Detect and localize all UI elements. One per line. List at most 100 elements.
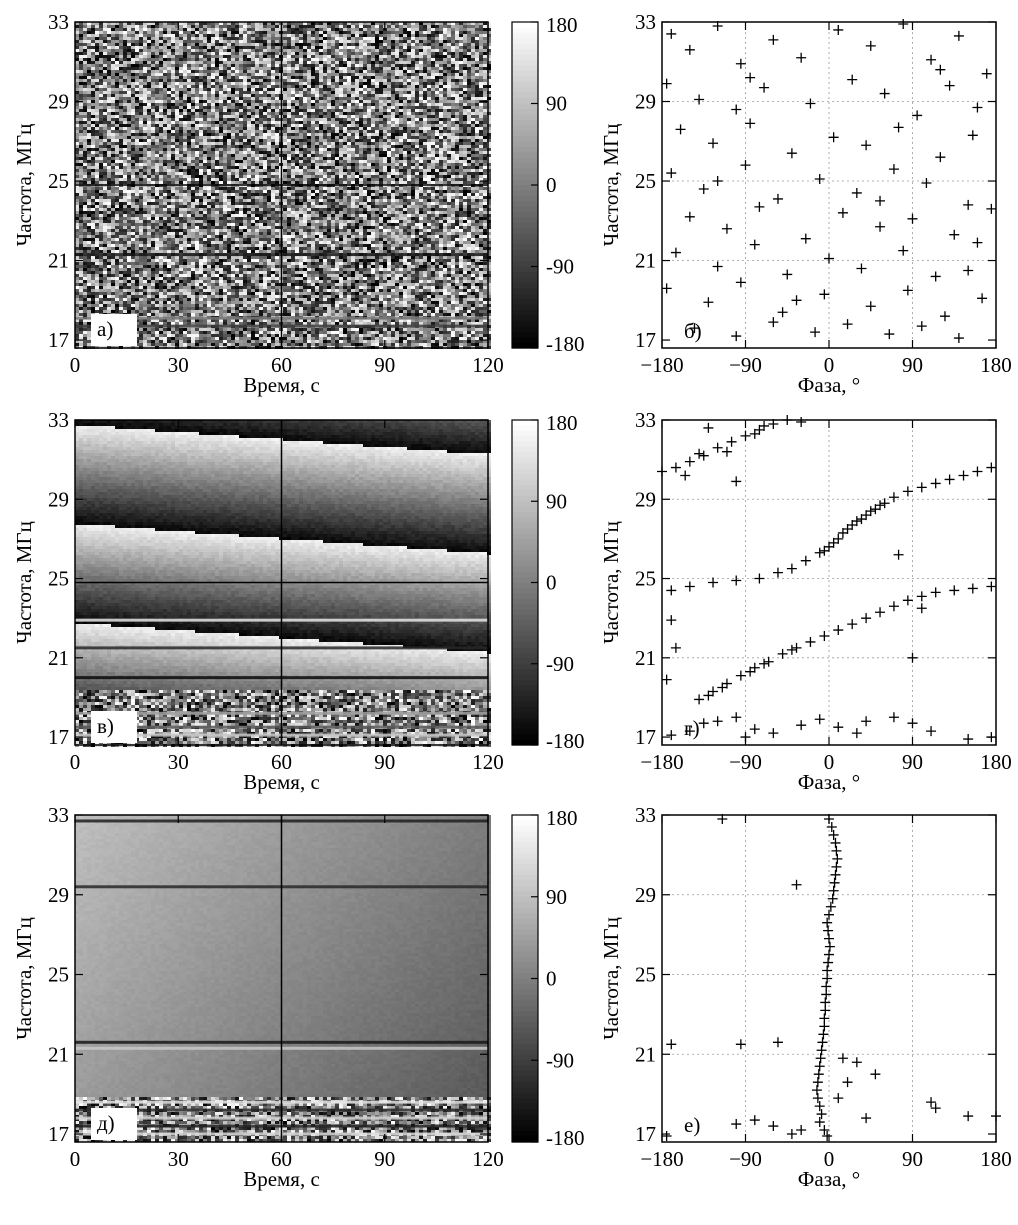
heatmap-cell bbox=[155, 151, 159, 154]
heatmap-cell bbox=[111, 43, 115, 46]
heatmap-cell bbox=[375, 148, 379, 151]
heatmap-cell bbox=[263, 46, 267, 49]
heatmap-cell bbox=[175, 100, 179, 103]
heatmap-cell bbox=[299, 100, 303, 103]
heatmap-cell bbox=[155, 55, 159, 58]
heatmap-cell bbox=[147, 46, 151, 49]
heatmap-cell bbox=[367, 136, 371, 139]
heatmap-cell bbox=[359, 31, 363, 34]
heatmap-cell bbox=[227, 130, 231, 133]
heatmap-cell bbox=[183, 94, 187, 97]
heatmap-cell bbox=[195, 58, 199, 61]
heatmap-cell bbox=[107, 160, 111, 163]
heatmap-cell bbox=[235, 154, 239, 157]
heatmap-cell bbox=[83, 103, 87, 106]
heatmap-cell bbox=[295, 133, 299, 136]
heatmap-cell bbox=[247, 160, 251, 163]
heatmap-cell bbox=[167, 58, 171, 61]
heatmap-cell bbox=[303, 52, 307, 55]
heatmap-cell bbox=[223, 154, 227, 157]
heatmap-cell bbox=[95, 46, 99, 49]
heatmap-cell bbox=[367, 76, 371, 79]
heatmap-cell bbox=[263, 103, 267, 106]
heatmap-cell bbox=[175, 121, 179, 124]
heatmap-cell bbox=[227, 73, 231, 76]
heatmap-cell bbox=[183, 40, 187, 43]
heatmap-cell bbox=[207, 127, 211, 130]
heatmap-cell bbox=[331, 148, 335, 151]
heatmap-cell bbox=[219, 109, 223, 112]
heatmap-cell bbox=[439, 109, 443, 112]
heatmap-cell bbox=[255, 43, 259, 46]
heatmap-cell bbox=[115, 154, 119, 157]
heatmap-cell bbox=[443, 115, 447, 118]
heatmap-cell bbox=[451, 58, 455, 61]
heatmap-cell bbox=[287, 28, 291, 31]
heatmap-cell bbox=[311, 133, 315, 136]
heatmap-cell bbox=[419, 151, 423, 154]
heatmap-cell bbox=[155, 31, 159, 34]
heatmap-cell bbox=[347, 100, 351, 103]
heatmap-cell bbox=[295, 103, 299, 106]
heatmap-cell bbox=[415, 154, 419, 157]
heatmap-cell bbox=[195, 142, 199, 145]
heatmap-cell bbox=[303, 40, 307, 43]
heatmap-cell bbox=[427, 25, 431, 28]
heatmap-cell bbox=[191, 88, 195, 91]
heatmap-cell bbox=[371, 133, 375, 136]
heatmap-cell bbox=[303, 31, 307, 34]
heatmap-cell bbox=[183, 49, 187, 52]
heatmap-cell bbox=[447, 151, 451, 154]
heatmap-cell bbox=[267, 100, 271, 103]
heatmap-cell bbox=[91, 130, 95, 133]
heatmap-cell bbox=[399, 130, 403, 133]
heatmap-cell bbox=[143, 40, 147, 43]
heatmap-cell bbox=[331, 91, 335, 94]
heatmap-cell bbox=[239, 160, 243, 163]
heatmap-cell bbox=[331, 97, 335, 100]
heatmap-cell bbox=[227, 139, 231, 142]
heatmap-cell bbox=[151, 88, 155, 91]
heatmap-cell bbox=[183, 88, 187, 91]
heatmap-cell bbox=[479, 163, 483, 166]
heatmap-cell bbox=[147, 34, 151, 37]
heatmap-cell bbox=[471, 67, 475, 70]
heatmap-cell bbox=[143, 121, 147, 124]
heatmap-cell bbox=[131, 160, 135, 163]
heatmap-cell bbox=[363, 67, 367, 70]
heatmap-cell bbox=[287, 145, 291, 148]
heatmap-cell bbox=[455, 55, 459, 58]
heatmap-cell bbox=[267, 88, 271, 91]
heatmap-cell bbox=[103, 58, 107, 61]
heatmap-cell bbox=[187, 37, 191, 40]
heatmap-cell bbox=[231, 40, 235, 43]
heatmap-cell bbox=[459, 88, 463, 91]
heatmap-cell bbox=[291, 100, 295, 103]
heatmap-cell bbox=[439, 127, 443, 130]
heatmap-cell bbox=[387, 43, 391, 46]
heatmap-cell bbox=[443, 70, 447, 73]
heatmap-cell bbox=[107, 64, 111, 67]
heatmap-cell bbox=[371, 136, 375, 139]
heatmap-cell bbox=[455, 37, 459, 40]
heatmap-cell bbox=[419, 61, 423, 64]
heatmap-cell bbox=[419, 97, 423, 100]
heatmap-cell bbox=[147, 40, 151, 43]
heatmap-cell bbox=[183, 52, 187, 55]
heatmap-cell bbox=[383, 40, 387, 43]
heatmap-cell bbox=[223, 109, 227, 112]
heatmap-cell bbox=[131, 76, 135, 79]
heatmap-cell bbox=[479, 43, 483, 46]
heatmap-cell bbox=[447, 64, 451, 67]
heatmap-cell bbox=[99, 40, 103, 43]
heatmap-cell bbox=[423, 49, 427, 52]
heatmap-cell bbox=[419, 94, 423, 97]
heatmap-cell bbox=[303, 79, 307, 82]
heatmap-cell bbox=[271, 103, 275, 106]
heatmap-cell bbox=[223, 64, 227, 67]
heatmap-cell bbox=[199, 52, 203, 55]
heatmap-cell bbox=[195, 37, 199, 40]
heatmap-cell bbox=[211, 133, 215, 136]
heatmap-cell bbox=[207, 121, 211, 124]
heatmap-cell bbox=[379, 34, 383, 37]
